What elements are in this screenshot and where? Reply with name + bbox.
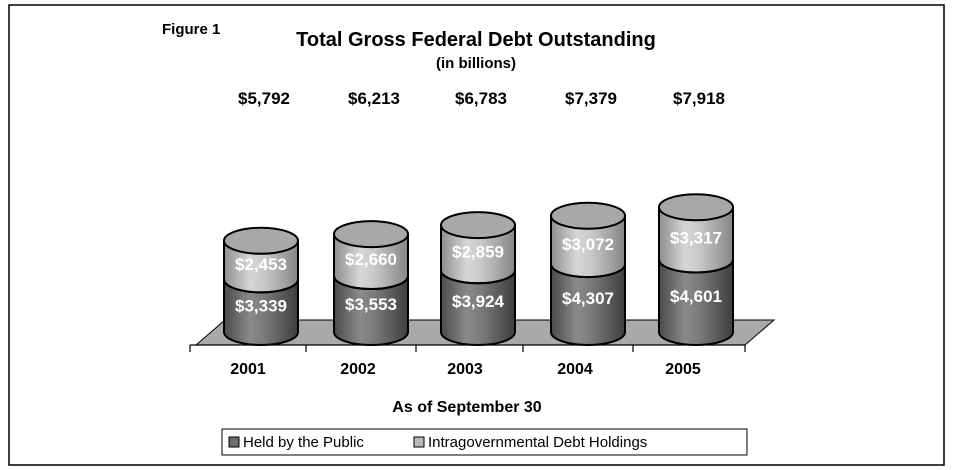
bar-top-cap: [440, 211, 516, 240]
bar-held-by-public-2005: [658, 258, 734, 346]
bar-held-by-public-2004: [550, 263, 626, 346]
category-label: 2001: [230, 361, 266, 378]
legend-swatch-intragovernmental: [413, 436, 425, 448]
value-label-held-by-public: $4,601: [670, 287, 722, 306]
value-label-intragovernmental: $2,859: [452, 243, 504, 262]
bar-held-by-public-2001: [223, 278, 299, 346]
value-label-intragovernmental: $3,317: [670, 228, 722, 247]
value-label-held-by-public: $3,339: [235, 297, 287, 316]
bar-seam: [333, 275, 409, 291]
legend-label-intragovernmental: Intragovernmental Debt Holdings: [428, 434, 647, 451]
legend: Held by the Public Intragovernmental Deb…: [221, 428, 748, 456]
bar-2001: [223, 226, 299, 346]
bar-top-cap: [223, 226, 299, 255]
bar-2003: [440, 211, 516, 346]
bar-seam: [440, 270, 516, 285]
value-label-held-by-public: $4,307: [562, 289, 614, 308]
x-axis-ticks: [189, 345, 746, 352]
total-label: $6,213: [348, 89, 400, 108]
figure-label: Figure 1: [162, 21, 220, 38]
chart-subtitle: (in billions): [436, 55, 516, 72]
bar-2002: [333, 220, 409, 346]
bar-seam: [223, 279, 299, 294]
legend-label-public: Held by the Public: [243, 434, 364, 451]
bar-held-by-public-2003: [440, 269, 516, 346]
category-label: 2004: [557, 361, 593, 378]
bar-top-cap: [550, 201, 626, 230]
value-label-intragovernmental: $2,453: [235, 255, 287, 274]
x-axis-title: As of September 30: [392, 399, 541, 416]
bar-top-cap: [333, 220, 409, 249]
category-label: 2005: [665, 361, 701, 378]
bars-group: [223, 193, 734, 346]
bar-top-cap: [658, 193, 734, 222]
value-label-intragovernmental: $3,072: [562, 235, 614, 254]
total-label: $5,792: [238, 89, 290, 108]
labels-group: $3,339 $2,453 $5,792 2001 $3,553 $2,660 $6,213…: [230, 89, 725, 378]
bar-2004: [550, 201, 626, 346]
total-label: $6,783: [455, 89, 507, 108]
chart-title: Total Gross Federal Debt Outstanding: [296, 29, 656, 51]
total-label: $7,918: [673, 89, 725, 108]
legend-swatch-public: [228, 436, 240, 448]
bar-seam: [658, 259, 734, 274]
total-label: $7,379: [565, 89, 617, 108]
value-label-intragovernmental: $2,660: [345, 250, 397, 269]
bar-held-by-public-2002: [333, 275, 409, 346]
category-label: 2003: [447, 361, 483, 378]
bar-seam: [550, 264, 626, 279]
value-label-held-by-public: $3,924: [452, 292, 505, 311]
bar-2005: [658, 193, 734, 346]
category-label: 2002: [340, 361, 376, 378]
legend-box: [221, 428, 748, 456]
value-label-held-by-public: $3,553: [345, 295, 397, 314]
